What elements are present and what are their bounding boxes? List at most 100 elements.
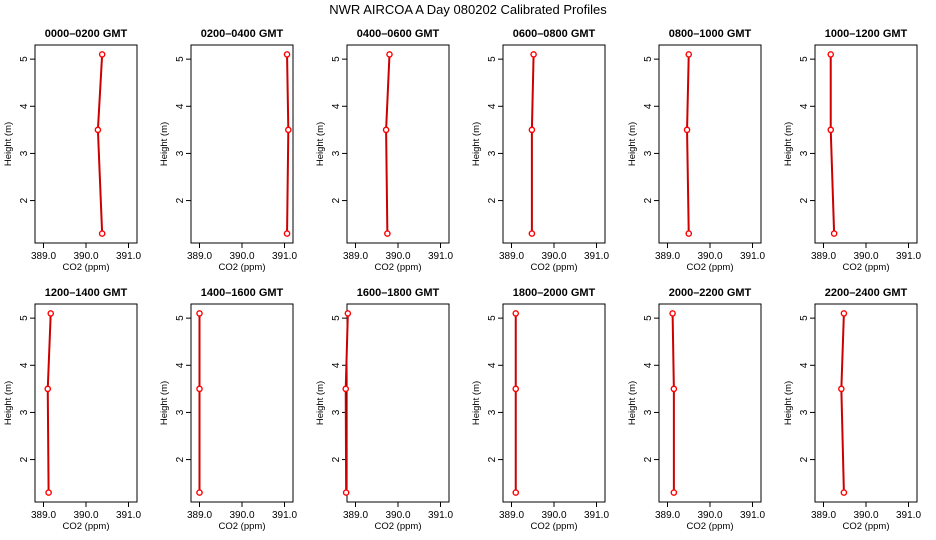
data-point [838,385,845,393]
x-tick-label: 389.0 [655,251,680,262]
data-point [512,489,520,496]
y-tick-label: 5 [799,315,810,321]
y-tick-label: 5 [331,315,342,321]
y-tick-label: 2 [175,456,186,462]
data-point [283,51,291,58]
x-tick-label: 389.0 [31,510,56,521]
profile-line [671,313,675,493]
plot-frame [190,303,294,503]
x-axis-label: CO2 (ppm) [531,262,578,273]
y-tick-label: 5 [175,56,186,62]
plot-frame [814,303,918,503]
panel-title: 0600–0800 GMT [513,28,596,40]
x-tick-label: 391.0 [896,510,921,521]
y-axis-label: Height (m) [159,122,170,166]
data-point [285,126,292,134]
data-point [685,51,693,58]
y-tick-label: 4 [19,362,30,368]
data-point [683,126,691,134]
y-tick-label: 5 [175,315,186,321]
data-point [98,51,106,58]
y-tick-label: 3 [175,409,186,415]
data-point [528,126,536,134]
profile-line [840,313,845,493]
data-point [196,310,203,317]
x-tick-label: 391.0 [272,251,297,262]
x-tick-label: 390.0 [73,251,98,262]
y-tick-label: 4 [175,103,186,109]
x-axis-label: CO2 (ppm) [687,262,734,273]
data-point [830,230,838,237]
x-axis-label: CO2 (ppm) [843,521,890,532]
x-tick-label: 389.0 [499,251,524,262]
profile-panel: 0400–0600 GMT 389.0 390.0 391.0 2 3 4 5 CO2 (ppm… [315,28,453,273]
y-axis-label: Height (m) [627,122,638,166]
y-tick-label: 3 [799,150,810,156]
profile-panel: 1200–1400 GMT 389.0 390.0 391.0 2 3 4 5 CO2 (ppm… [3,287,141,532]
x-tick-label: 391.0 [116,251,141,262]
data-point [98,230,106,237]
x-tick-label: 391.0 [116,510,141,521]
y-axis-label: Height (m) [627,381,638,425]
x-tick-label: 390.0 [385,251,410,262]
y-tick-label: 2 [331,456,342,462]
data-point [384,230,391,237]
y-tick-label: 2 [799,197,810,203]
x-tick-label: 390.0 [541,251,566,262]
data-point [283,230,291,237]
y-tick-label: 3 [487,409,498,415]
x-tick-label: 390.0 [697,251,722,262]
x-tick-label: 390.0 [73,510,98,521]
data-point [685,230,693,237]
panel-title: 1400–1600 GMT [201,287,284,299]
y-tick-label: 2 [19,456,30,462]
data-point [669,310,676,317]
x-tick-label: 390.0 [697,510,722,521]
x-tick-label: 391.0 [740,251,765,262]
y-tick-label: 3 [19,409,30,415]
y-axis-label: Height (m) [3,381,14,425]
data-point [670,489,678,496]
profile-panel: 2000–2200 GMT 389.0 390.0 391.0 2 3 4 5 CO2 (ppm… [627,287,765,532]
panel-title: 1200–1400 GMT [45,287,128,299]
y-tick-label: 3 [799,409,810,415]
y-axis-label: Height (m) [159,381,170,425]
y-tick-label: 3 [643,150,654,156]
x-axis-label: CO2 (ppm) [687,521,734,532]
y-tick-label: 4 [331,103,342,109]
y-tick-label: 2 [175,197,186,203]
y-axis-label: Height (m) [783,381,794,425]
profile-panel: 1400–1600 GMT 389.0 390.0 391.0 2 3 4 5 CO2 (ppm… [159,287,297,532]
y-tick-label: 2 [487,197,498,203]
x-tick-label: 391.0 [896,251,921,262]
figure-title: NWR AIRCOA A Day 080202 Calibrated Profi… [329,2,607,17]
y-axis-label: Height (m) [315,381,326,425]
y-tick-label: 4 [487,362,498,368]
y-tick-label: 2 [643,456,654,462]
profile-line [46,313,52,493]
x-tick-label: 389.0 [187,510,212,521]
panel-title: 1000–1200 GMT [825,28,908,40]
plot-frame [346,303,450,503]
y-tick-label: 3 [19,150,30,156]
panel-title: 0200–0400 GMT [201,28,284,40]
profile-line [530,54,535,234]
x-tick-label: 389.0 [31,251,56,262]
y-tick-label: 3 [643,409,654,415]
profile-panel: 1000–1200 GMT 389.0 390.0 391.0 2 3 4 5 CO2 (ppm… [783,28,921,273]
y-tick-label: 3 [175,150,186,156]
y-tick-label: 4 [643,362,654,368]
x-tick-label: 389.0 [343,510,368,521]
profile-panel: 0600–0800 GMT 389.0 390.0 391.0 2 3 4 5 CO2 (ppm… [471,28,609,273]
profile-line [286,54,290,234]
data-point [512,385,520,393]
y-axis-label: Height (m) [471,122,482,166]
x-axis-label: CO2 (ppm) [219,262,266,273]
x-tick-label: 389.0 [343,251,368,262]
y-axis-label: Height (m) [315,122,326,166]
x-tick-label: 389.0 [187,251,212,262]
x-tick-label: 390.0 [385,510,410,521]
panel-title: 0000–0200 GMT [45,28,128,40]
plot-frame [34,44,138,244]
